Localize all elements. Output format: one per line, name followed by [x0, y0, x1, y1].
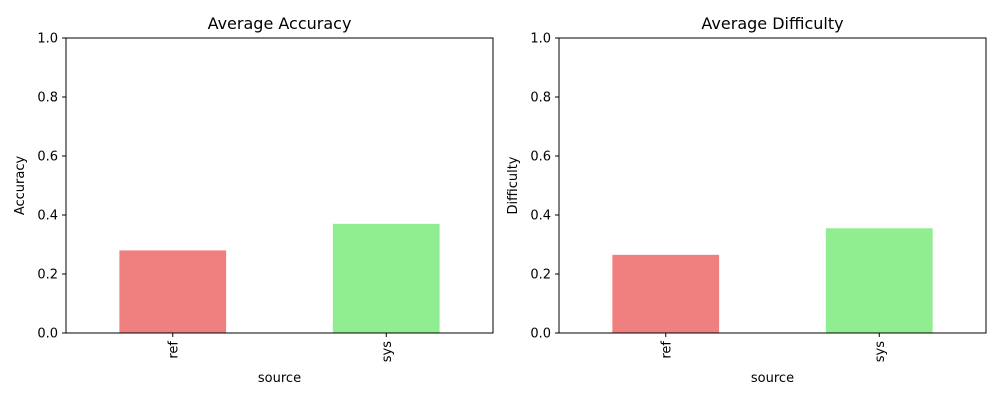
y-tick-label: 0.4 [530, 209, 551, 224]
x-tick-label-ref: ref [166, 341, 181, 359]
x-tick-label-ref: ref [659, 341, 674, 359]
chart-title: Average Accuracy [208, 14, 352, 33]
bar-sys [825, 228, 933, 333]
bar-ref [119, 250, 227, 333]
y-tick-label: 0.2 [37, 268, 58, 283]
subplot-1: 0.0 0.2 0.4 0.6 0.8 1.0 ref sys Average Accuracy… [13, 14, 494, 386]
y-tick-label: 0.0 [530, 327, 551, 342]
y-tick-label: 0.8 [37, 91, 58, 106]
x-axis-label: source [258, 371, 301, 386]
y-tick-label: 0.4 [37, 209, 58, 224]
y-axis-label: Difficulty [506, 156, 521, 214]
y-tick-label: 0.8 [530, 91, 551, 106]
bar-sys [332, 223, 440, 333]
x-tick-label-sys: sys [380, 341, 395, 362]
plot-frame [65, 37, 494, 334]
x-axis-label: source [751, 371, 794, 386]
subplot-2: 0.0 0.2 0.4 0.6 0.8 1.0 ref sys Average Difficul… [506, 14, 987, 386]
chart-title: Average Difficulty [701, 14, 843, 33]
y-tick-label: 0.2 [530, 268, 551, 283]
y-tick-label: 1.0 [530, 32, 551, 47]
bar-ref [612, 254, 720, 333]
y-tick-label: 1.0 [37, 32, 58, 47]
x-tick-label-sys: sys [873, 341, 888, 362]
plot-frame [558, 37, 987, 334]
y-tick-label: 0.6 [37, 150, 58, 165]
y-axis-label: Accuracy [13, 156, 28, 216]
y-tick-label: 0.0 [37, 327, 58, 342]
y-tick-label: 0.6 [530, 150, 551, 165]
